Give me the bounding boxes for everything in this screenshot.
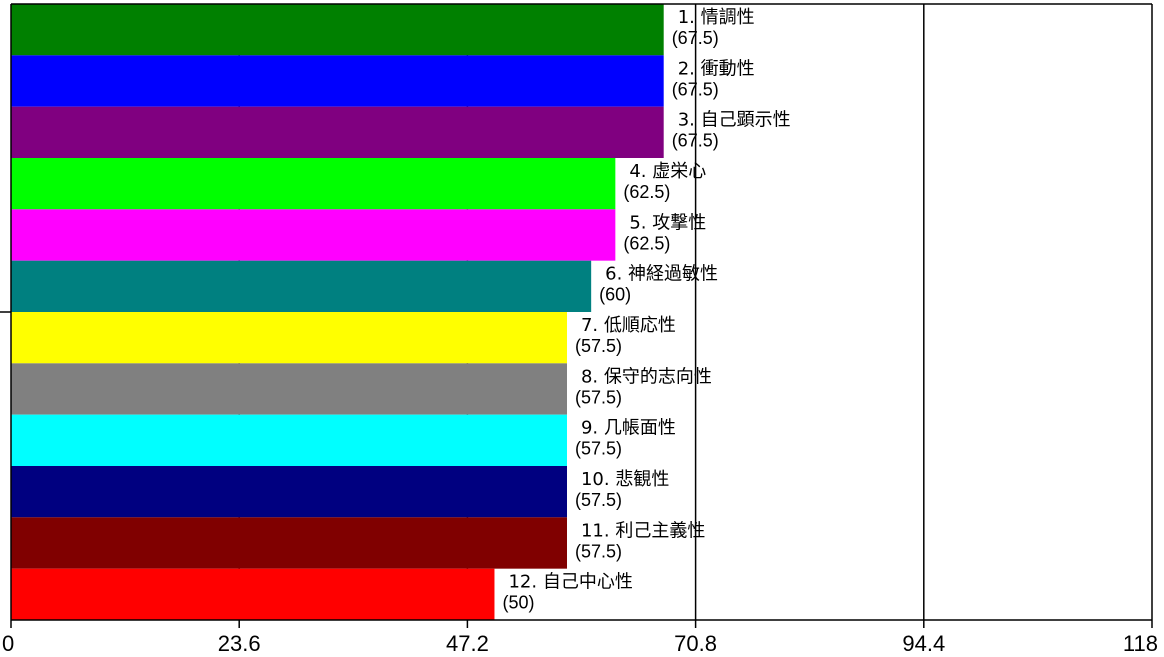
x-tick-label: 118	[1123, 631, 1158, 656]
bar-category-label: 12. 自己中心性	[508, 572, 632, 593]
bar-labels: 1. 情調性(67.5)2. 衝動性(67.5)3. 自己顕示性(67.5)4.…	[502, 7, 790, 613]
x-tick-label: 23.6	[218, 631, 261, 656]
bar-value-label: (57.5)	[575, 490, 622, 510]
bar	[11, 414, 567, 466]
bar-category-label: 5. 攻撃性	[629, 212, 706, 233]
bar-category-label: 10. 悲観性	[581, 469, 669, 490]
bar-value-label: (60)	[599, 285, 631, 305]
x-tick-label: 94.4	[902, 631, 945, 656]
bar-category-label: 6. 神経過敏性	[605, 264, 718, 285]
bar-value-label: (57.5)	[575, 387, 622, 407]
bar	[11, 55, 664, 107]
bar-category-label: 7. 低順応性	[581, 315, 676, 336]
bar-category-label: 11. 利己主義性	[581, 520, 705, 541]
x-tick-label: 0	[2, 631, 14, 656]
bars	[11, 4, 664, 620]
bar-value-label: (50)	[502, 593, 534, 613]
bar	[11, 568, 495, 620]
bar	[11, 106, 664, 158]
bar	[11, 260, 592, 312]
bar	[11, 312, 567, 364]
x-tick-label: 70.8	[674, 631, 717, 656]
bar-value-label: (67.5)	[672, 79, 719, 99]
bar	[11, 4, 664, 56]
bar-category-label: 8. 保守的志向性	[581, 366, 712, 387]
bar-category-label: 1. 情調性	[678, 7, 755, 28]
bar-category-label: 9. 几帳面性	[581, 418, 676, 439]
bar	[11, 158, 616, 210]
x-tick-labels: 0 23.6 47.2 70.8 94.4 118	[2, 631, 1158, 656]
bar-value-label: (57.5)	[575, 439, 622, 459]
axes	[0, 3, 1153, 628]
bar-category-label: 4. 虚栄心	[629, 161, 706, 182]
bar-category-label: 3. 自己顕示性	[678, 110, 791, 131]
bar	[11, 363, 567, 415]
bar-value-label: (57.5)	[575, 336, 622, 356]
bar-value-label: (67.5)	[672, 131, 719, 151]
bar-value-label: (67.5)	[672, 28, 719, 48]
bar-value-label: (57.5)	[575, 541, 622, 561]
bar	[11, 517, 567, 569]
bar-value-label: (62.5)	[623, 233, 670, 253]
bar	[11, 466, 567, 518]
bar	[11, 209, 616, 261]
bar-category-label: 2. 衝動性	[678, 58, 755, 79]
x-tick-label: 47.2	[446, 631, 489, 656]
bar-value-label: (62.5)	[623, 182, 670, 202]
